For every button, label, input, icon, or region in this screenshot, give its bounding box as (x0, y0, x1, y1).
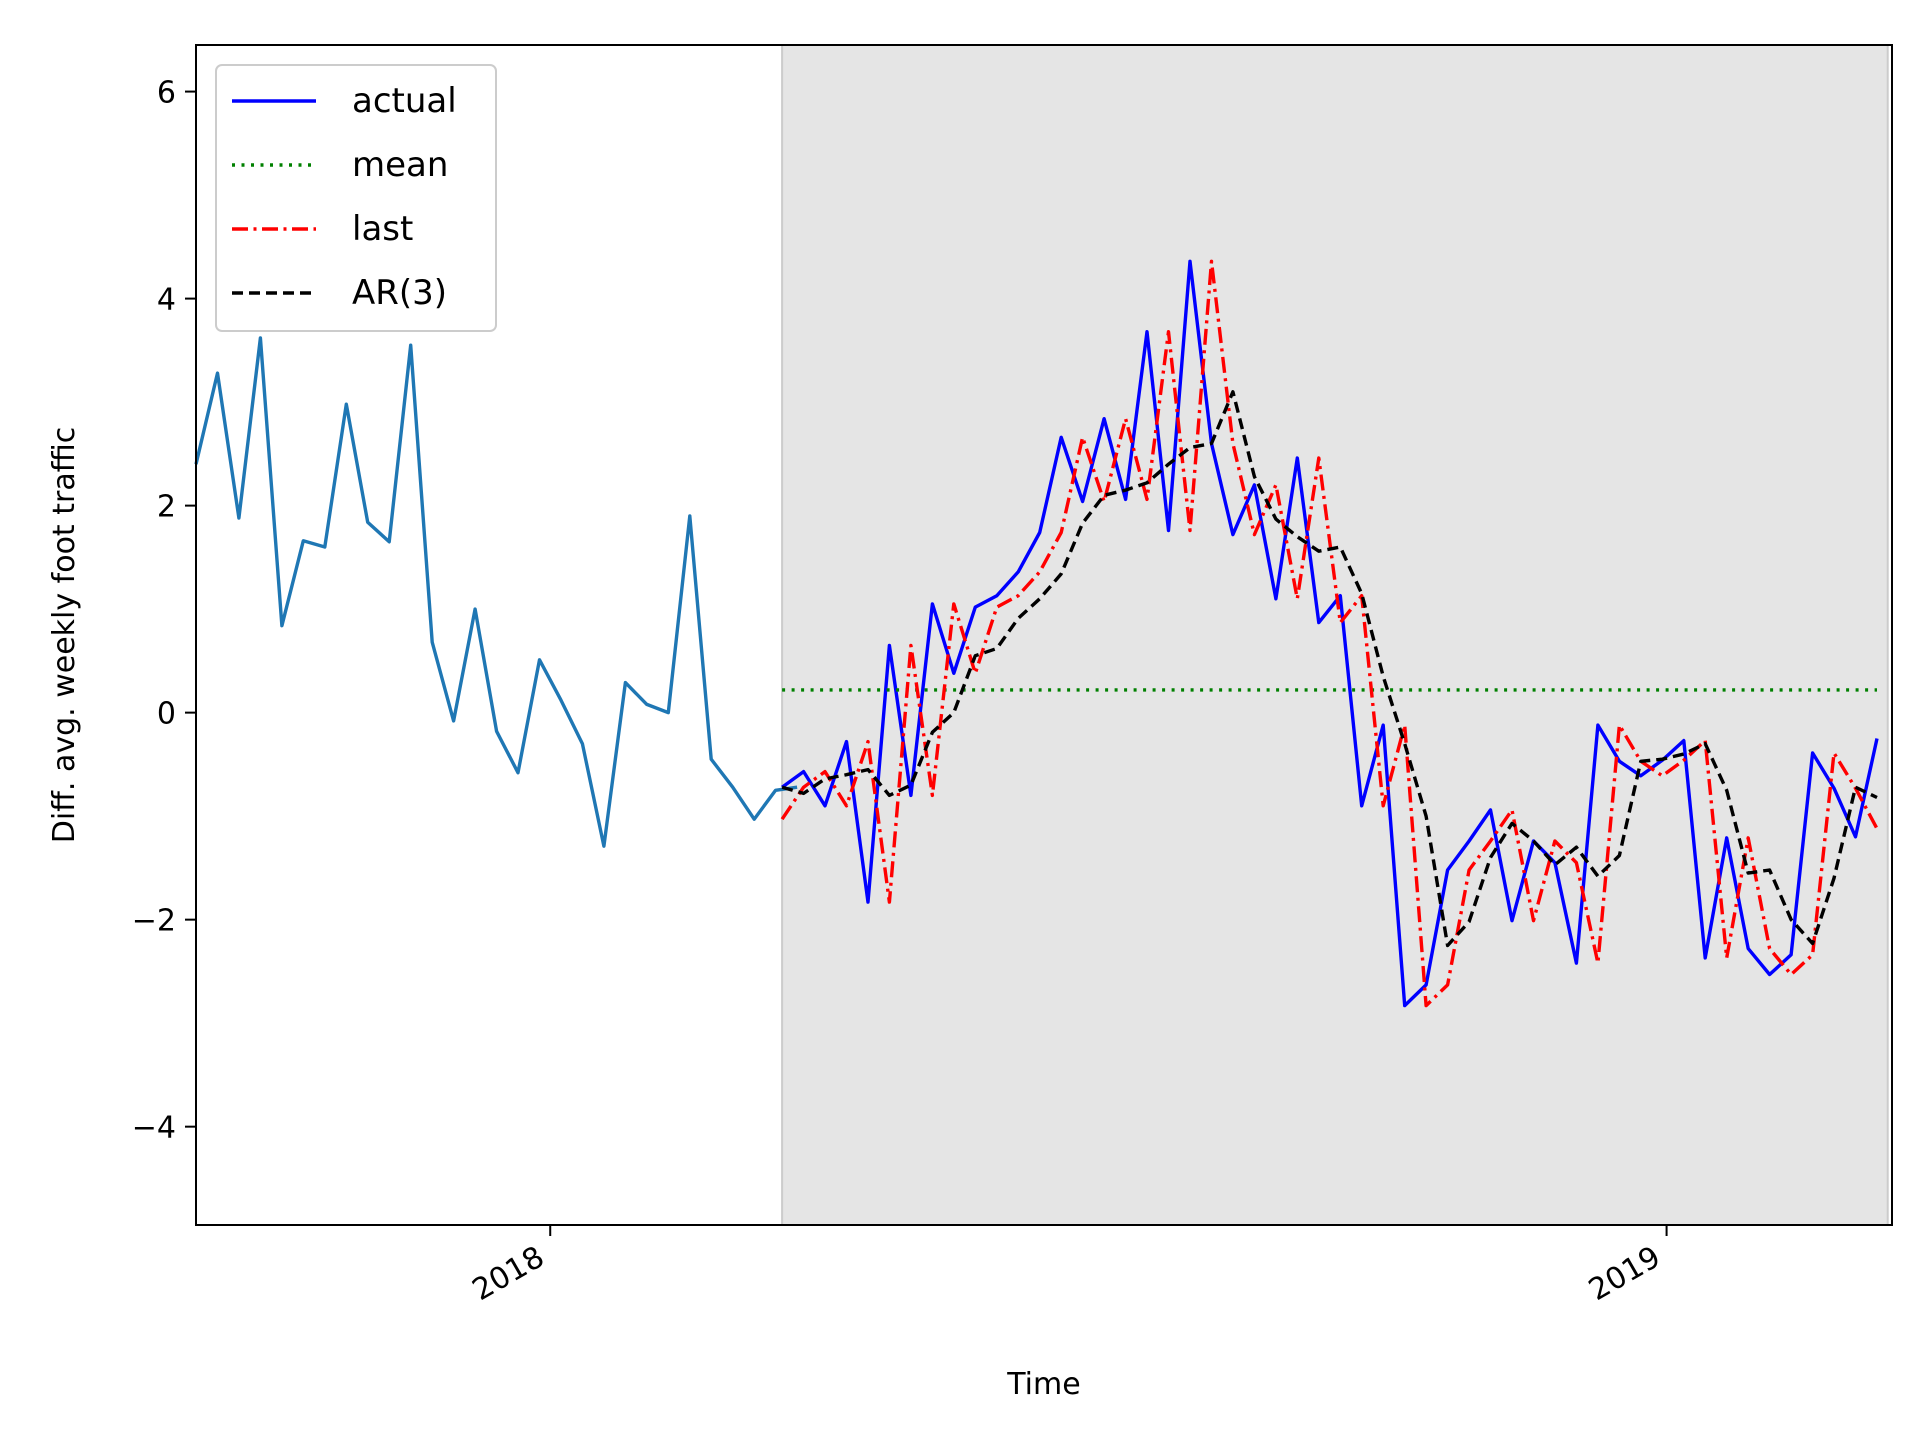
legend-label-actual: actual (352, 81, 457, 121)
legend: actual mean last AR(3) (215, 64, 497, 332)
y-tick-label: 4 (157, 283, 176, 318)
y-tick-label: 2 (157, 490, 176, 525)
legend-label-ar: AR(3) (352, 273, 447, 313)
y-tick-label: 6 (157, 76, 176, 111)
series-line-train (194, 336, 798, 848)
y-tick-label: −2 (132, 904, 176, 939)
plot-frame (195, 44, 1893, 1226)
series-layer (194, 259, 1879, 1008)
test-region-layer (781, 44, 1889, 1226)
y-axis: 6 4 2 0 −2 −4 (132, 76, 196, 1146)
y-tick-label: −4 (132, 1111, 176, 1146)
test-region-shading (781, 44, 1889, 1226)
x-axis-label: Time (1006, 1367, 1080, 1402)
y-axis-label: Diff. avg. weekly foot traffic (47, 427, 82, 843)
series-line-ar (781, 390, 1878, 948)
legend-label-mean: mean (352, 145, 448, 185)
legend-box (215, 64, 497, 332)
y-tick-label: 0 (157, 697, 176, 732)
legend-label-last: last (352, 209, 413, 249)
